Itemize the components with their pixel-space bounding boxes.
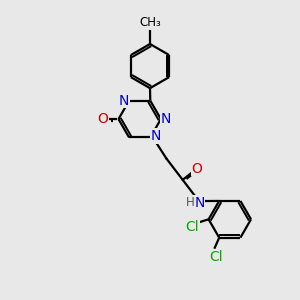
Text: Cl: Cl (209, 250, 223, 263)
Text: O: O (98, 112, 109, 126)
Text: H: H (186, 196, 194, 209)
Text: Cl: Cl (186, 220, 199, 234)
Text: N: N (150, 129, 161, 143)
Text: CH₃: CH₃ (139, 16, 161, 29)
Text: N: N (118, 94, 129, 108)
Text: O: O (191, 162, 202, 176)
Text: N: N (161, 112, 171, 126)
Text: N: N (194, 196, 205, 209)
